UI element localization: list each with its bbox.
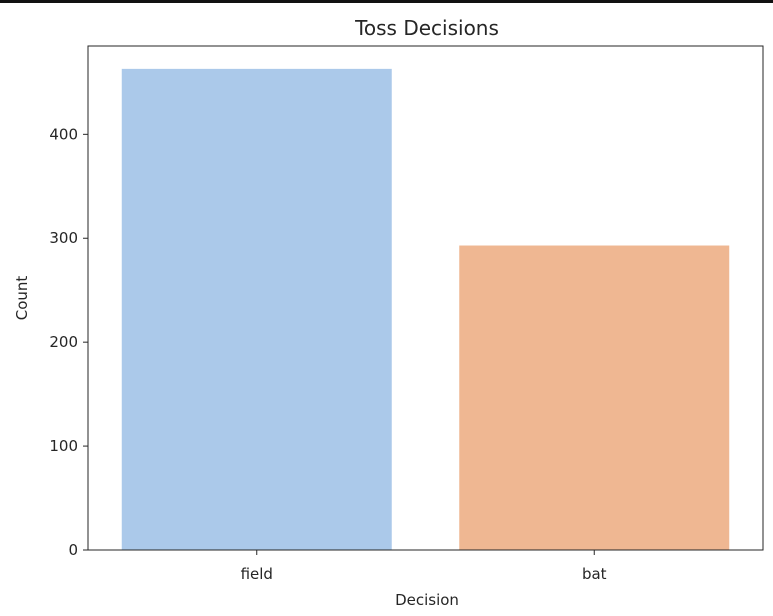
x-tick-label: field — [241, 565, 273, 583]
chart-title: Toss Decisions — [354, 16, 499, 40]
y-axis-label: Count — [13, 276, 31, 321]
y-tick-label: 400 — [49, 125, 78, 143]
bar-bat — [459, 245, 730, 550]
window-top-border — [0, 0, 773, 3]
plot-area-frame — [87, 45, 764, 551]
x-tick-label: bat — [582, 565, 607, 583]
x-axis-ticks: field bat — [241, 550, 607, 583]
y-tick-label: 100 — [49, 437, 78, 455]
y-tick-label: 300 — [49, 229, 78, 247]
bars-group — [121, 68, 730, 551]
y-axis-ticks: 0 100 200 300 400 — [49, 125, 88, 559]
x-axis-label: Decision — [395, 591, 459, 609]
y-tick-label: 0 — [68, 541, 78, 559]
bar-field — [121, 68, 392, 551]
y-tick-label: 200 — [49, 333, 78, 351]
